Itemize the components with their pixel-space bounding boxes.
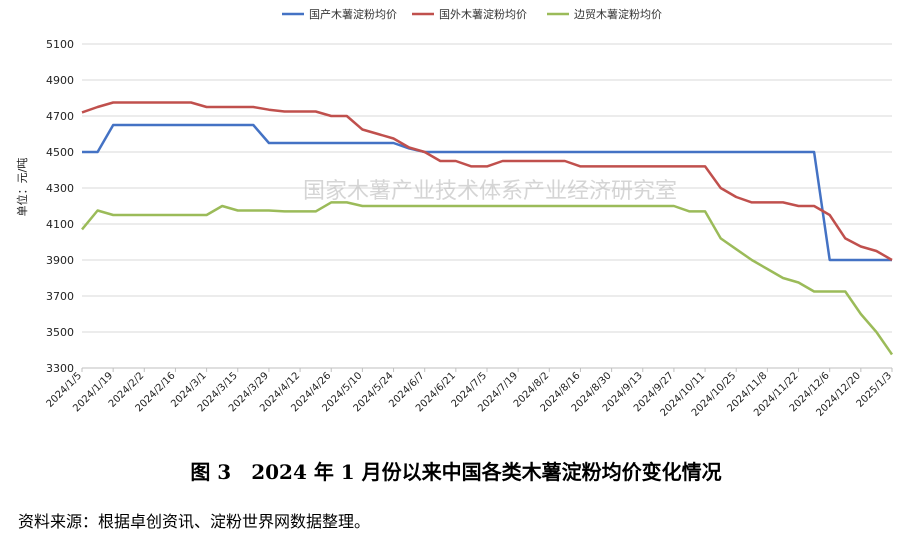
- figure-caption: 图 3 2024 年 1 月份以来中国各类木薯淀粉均价变化情况: [190, 460, 722, 484]
- legend-label-1: 国产木薯淀粉均价: [309, 7, 397, 21]
- y-tick-label: 5100: [46, 38, 74, 51]
- x-axis-tick-labels: 2024/1/52024/1/192024/2/22024/2/162024/3…: [45, 368, 894, 419]
- watermark: 国家木薯产业技术体系产业经济研究室: [303, 179, 677, 204]
- data-source-note: 资料来源：根据卓创资讯、淀粉世界网数据整理。: [18, 512, 371, 531]
- y-tick-label: 4300: [46, 182, 74, 195]
- y-tick-label: 3500: [46, 326, 74, 339]
- y-tick-label: 3300: [46, 362, 74, 375]
- series-line-2: [81, 101, 893, 262]
- series-lines: [81, 101, 894, 356]
- y-tick-label: 4900: [46, 74, 74, 87]
- y-tick-label: 3700: [46, 290, 74, 303]
- legend-label-3: 边贸木薯淀粉均价: [574, 7, 662, 21]
- y-axis-tick-labels: 3300 3500 3700 3900 4100 4300 4500 4700 4900 5100: [46, 38, 74, 375]
- y-tick-label: 4500: [46, 146, 74, 159]
- series-line-1: [82, 123, 892, 262]
- y-tick-label: 4100: [46, 218, 74, 231]
- line-chart: 3300 3500 3700 3900 4100 4300 4500 4700 4900 5100…: [15, 7, 894, 419]
- legend-label-2: 国外木薯淀粉均价: [439, 7, 527, 21]
- gridlines: [82, 43, 892, 369]
- y-tick-label: 4700: [46, 110, 74, 123]
- series-line-3: [81, 201, 894, 356]
- y-axis-label: 单位：元/吨: [15, 158, 29, 217]
- legend: 国产木薯淀粉均价 国外木薯淀粉均价 边贸木薯淀粉均价: [282, 7, 662, 21]
- y-tick-label: 3900: [46, 254, 74, 267]
